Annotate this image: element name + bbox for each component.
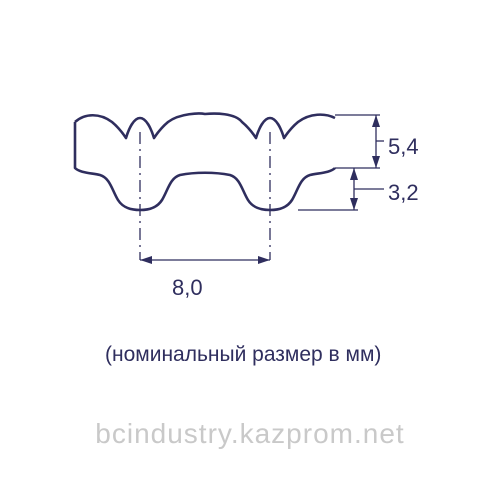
label-total-height: 5,4	[388, 134, 419, 160]
diagram-canvas: 8,0 3,2 5,4 (номинальный размер в мм) bc…	[0, 0, 500, 500]
dimension-tooth-depth	[350, 168, 384, 210]
dimension-pitch	[140, 256, 270, 264]
belt-profile	[75, 114, 335, 210]
dimension-total-height	[372, 115, 384, 168]
label-tooth-depth: 3,2	[388, 180, 419, 206]
label-pitch: 8,0	[172, 275, 203, 301]
extension-lines	[298, 115, 380, 210]
diagram-svg	[0, 0, 500, 500]
unit-caption: (номинальный размер в мм)	[105, 343, 381, 367]
centerlines	[140, 132, 270, 260]
